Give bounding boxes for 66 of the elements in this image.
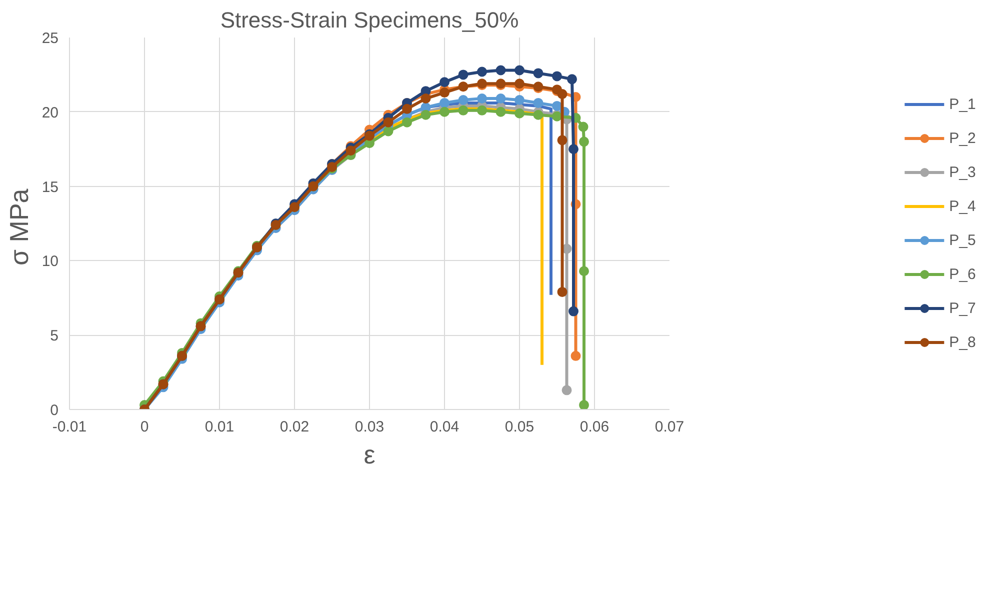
point bbox=[440, 77, 450, 88]
point bbox=[420, 94, 431, 104]
point bbox=[557, 286, 568, 297]
y-tick-label: 15 bbox=[42, 178, 59, 196]
legend-label: P_6 bbox=[949, 266, 976, 282]
y-tick-label: 10 bbox=[42, 253, 59, 270]
x-tick-label: 0.06 bbox=[580, 418, 610, 436]
point bbox=[514, 108, 524, 118]
x-tick-label: 0.07 bbox=[654, 418, 684, 436]
legend-label: P_3 bbox=[949, 164, 976, 180]
x-tick-label: 0.03 bbox=[354, 418, 384, 436]
legend-label: P_5 bbox=[949, 232, 976, 248]
point bbox=[579, 400, 589, 410]
point bbox=[533, 98, 544, 108]
point bbox=[440, 106, 450, 117]
point bbox=[477, 94, 487, 104]
point bbox=[579, 136, 589, 147]
point bbox=[568, 306, 578, 316]
legend-label: P_8 bbox=[949, 334, 976, 350]
point bbox=[578, 122, 588, 132]
y-tick-label: 20 bbox=[42, 104, 59, 122]
point bbox=[496, 94, 506, 104]
point bbox=[552, 71, 562, 82]
point bbox=[557, 135, 568, 146]
y-tick-label: 5 bbox=[50, 328, 58, 345]
point bbox=[458, 70, 468, 80]
x-tick-label: -0.01 bbox=[52, 418, 87, 436]
legend-label: P_2 bbox=[949, 130, 976, 146]
x-axis-title: ε bbox=[364, 440, 376, 470]
point bbox=[570, 350, 581, 361]
x-tick-label: 0.02 bbox=[280, 418, 310, 436]
point bbox=[496, 65, 506, 76]
point bbox=[514, 65, 524, 76]
point bbox=[568, 144, 578, 154]
point bbox=[477, 66, 487, 77]
point bbox=[346, 146, 356, 156]
point bbox=[567, 74, 577, 84]
y-axis-title: σ MPa bbox=[4, 188, 34, 266]
point bbox=[514, 95, 524, 105]
point bbox=[562, 385, 572, 396]
point bbox=[383, 117, 394, 128]
y-tick-label: 25 bbox=[42, 30, 59, 47]
point bbox=[402, 104, 412, 114]
point bbox=[533, 68, 544, 78]
point bbox=[533, 110, 544, 120]
x-tick-label: 0 bbox=[140, 418, 149, 436]
legend-label: P_7 bbox=[949, 300, 976, 316]
legend-label: P_4 bbox=[949, 198, 976, 214]
point bbox=[514, 78, 524, 89]
point bbox=[458, 95, 468, 105]
x-tick-label: 0.05 bbox=[504, 418, 534, 436]
chart-title: Stress-Strain Specimens_50% bbox=[220, 8, 519, 32]
point bbox=[477, 105, 487, 116]
point bbox=[458, 105, 468, 116]
point bbox=[440, 98, 450, 108]
x-tick-label: 0.04 bbox=[430, 418, 460, 436]
x-tick-label: 0.01 bbox=[204, 418, 234, 436]
point bbox=[402, 117, 412, 128]
legend-label: P_1 bbox=[949, 96, 976, 112]
point bbox=[579, 266, 589, 276]
point bbox=[557, 89, 568, 100]
point bbox=[420, 110, 431, 120]
y-tick-label: 0 bbox=[50, 402, 58, 419]
point bbox=[440, 88, 450, 98]
point bbox=[496, 106, 506, 117]
point bbox=[552, 100, 562, 111]
